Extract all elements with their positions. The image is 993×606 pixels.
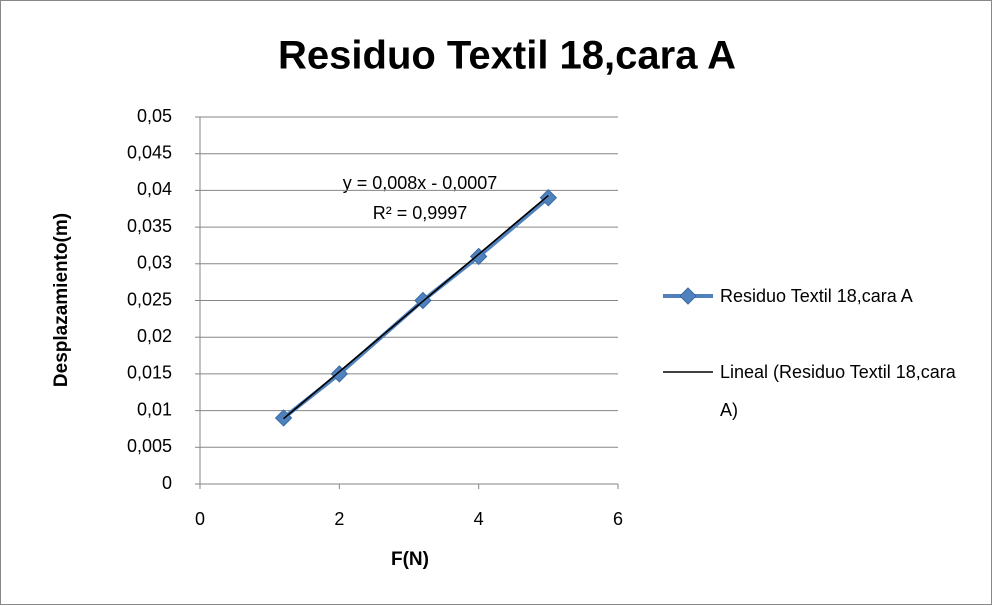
y-tick-label: 0 — [162, 473, 172, 493]
trendline-r2: R² = 0,9997 — [373, 203, 468, 223]
x-tick-label: 4 — [474, 509, 484, 529]
y-tick-label: 0,005 — [127, 436, 172, 456]
legend-label: Lineal (Residuo Textil 18,cara A) — [720, 362, 956, 420]
marker — [330, 365, 349, 383]
marker — [539, 189, 558, 207]
y-tick-label: 0,015 — [127, 363, 172, 383]
trendline-overlay — [283, 194, 549, 420]
chart-title: Residuo Textil 18,cara A — [278, 34, 736, 78]
y-tick-label: 0,035 — [127, 216, 172, 236]
y-tick-label: 0,025 — [127, 289, 172, 309]
y-tick-label: 0,01 — [137, 399, 172, 419]
trendline-equation: y = 0,008x - 0,0007 — [343, 173, 498, 193]
y-tick-label: 0,02 — [137, 326, 172, 346]
y-tick-label: 0,04 — [137, 179, 172, 199]
x-axis-label: F(N) — [391, 549, 429, 570]
y-tick-label: 0,03 — [137, 253, 172, 273]
legend-label: Residuo Textil 18,cara A — [720, 286, 913, 306]
x-tick-label: 2 — [334, 509, 344, 529]
marker — [469, 247, 488, 266]
legend-marker — [679, 287, 697, 305]
y-tick-label: 0,045 — [127, 142, 172, 162]
y-tick-label: 0,05 — [137, 106, 172, 126]
x-tick-label: 6 — [613, 509, 623, 529]
y-axis-label: Desplazamiento(m) — [51, 213, 72, 387]
x-tick-label: 0 — [195, 509, 205, 529]
